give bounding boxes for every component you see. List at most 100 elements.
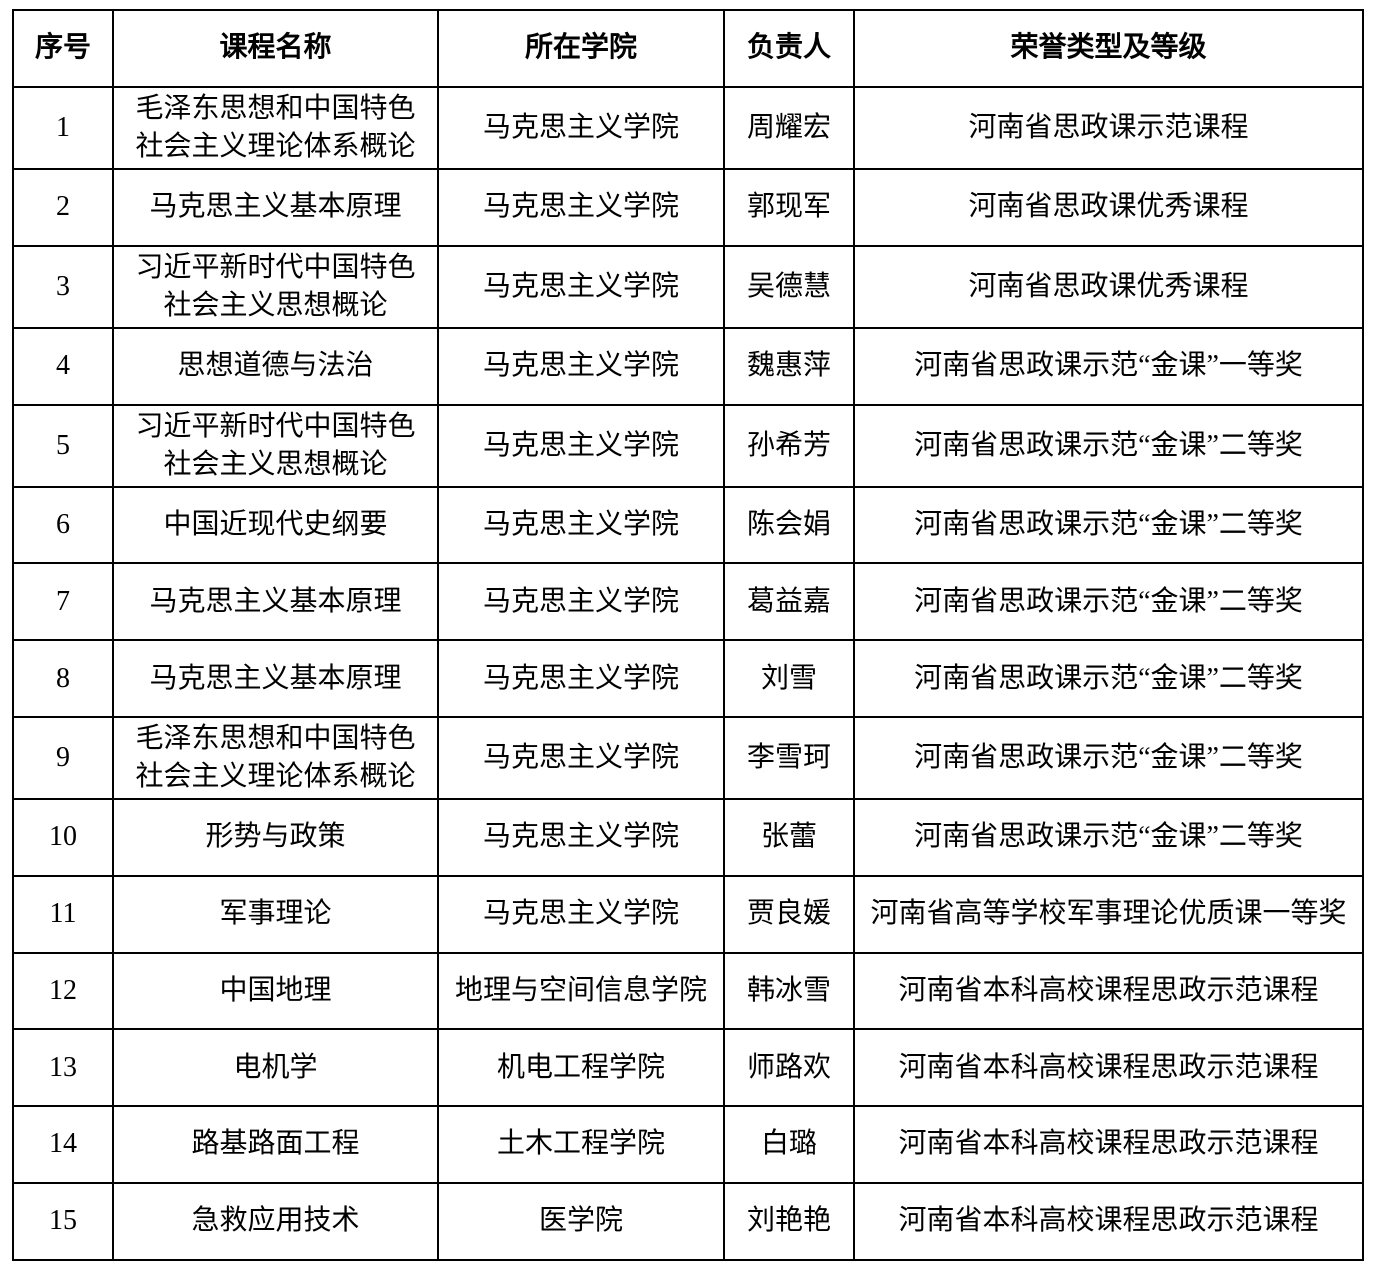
cell-leader: 白璐 [723,1105,855,1184]
cell-college: 马克思主义学院 [437,715,725,801]
cell-honor: 河南省思政课优秀课程 [853,244,1364,329]
cell-honor: 河南省思政课示范“金课”二等奖 [853,403,1364,488]
column-header-course: 课程名称 [112,9,439,88]
table-body: 1 毛泽东思想和中国特色社会主义理论体系概论 马克思主义学院 周耀宏 河南省思政课示范课… [12,85,1364,1261]
cell-college: 马克思主义学院 [437,562,725,642]
cell-college: 马克思主义学院 [437,244,725,329]
cell-index: 5 [12,403,114,488]
cell-college: 马克思主义学院 [437,639,725,718]
cell-course: 急救应用技术 [112,1181,439,1261]
cell-honor: 河南省本科高校课程思政示范课程 [853,951,1364,1031]
cell-course: 毛泽东思想和中国特色社会主义理论体系概论 [112,715,439,801]
cell-leader: 葛益嘉 [723,562,855,642]
cell-course: 思想道德与法治 [112,326,439,406]
column-header-honor: 荣誉类型及等级 [853,9,1364,88]
table-row: 12 中国地理 地理与空间信息学院 韩冰雪 河南省本科高校课程思政示范课程 [12,951,1364,1031]
table-row: 10 形势与政策 马克思主义学院 张蕾 河南省思政课示范“金课”二等奖 [12,798,1364,877]
cell-course: 形势与政策 [112,798,439,877]
cell-leader: 师路欢 [723,1028,855,1108]
cell-leader: 孙希芳 [723,403,855,488]
table-row: 1 毛泽东思想和中国特色社会主义理论体系概论 马克思主义学院 周耀宏 河南省思政课示范课… [12,85,1364,170]
cell-index: 9 [12,715,114,801]
cell-index: 12 [12,951,114,1031]
table-row: 6 中国近现代史纲要 马克思主义学院 陈会娟 河南省思政课示范“金课”二等奖 [12,485,1364,565]
cell-college: 土木工程学院 [437,1105,725,1184]
cell-honor: 河南省思政课示范“金课”二等奖 [853,715,1364,801]
cell-leader: 魏惠萍 [723,326,855,406]
cell-course: 习近平新时代中国特色社会主义思想概论 [112,403,439,488]
cell-leader: 陈会娟 [723,485,855,565]
cell-leader: 周耀宏 [723,85,855,170]
cell-honor: 河南省思政课优秀课程 [853,167,1364,247]
cell-honor: 河南省高等学校军事理论优质课一等奖 [853,874,1364,954]
honors-table: 序号 课程名称 所在学院 负责人 荣誉类型及等级 1 毛泽东思想和中国特色社会主义理论体系… [12,9,1364,1261]
cell-course: 军事理论 [112,874,439,954]
cell-honor: 河南省思政课示范“金课”二等奖 [853,639,1364,718]
honors-table-container: 序号 课程名称 所在学院 负责人 荣誉类型及等级 1 毛泽东思想和中国特色社会主义理论体系… [12,9,1364,1261]
cell-leader: 张蕾 [723,798,855,877]
table-row: 4 思想道德与法治 马克思主义学院 魏惠萍 河南省思政课示范“金课”一等奖 [12,326,1364,406]
cell-index: 10 [12,798,114,877]
table-header-row: 序号 课程名称 所在学院 负责人 荣誉类型及等级 [12,9,1364,88]
cell-index: 13 [12,1028,114,1108]
table-row: 15 急救应用技术 医学院 刘艳艳 河南省本科高校课程思政示范课程 [12,1181,1364,1261]
table-row: 14 路基路面工程 土木工程学院 白璐 河南省本科高校课程思政示范课程 [12,1105,1364,1184]
cell-honor: 河南省思政课示范课程 [853,85,1364,170]
cell-leader: 韩冰雪 [723,951,855,1031]
cell-honor: 河南省本科高校课程思政示范课程 [853,1181,1364,1261]
cell-index: 11 [12,874,114,954]
cell-honor: 河南省本科高校课程思政示范课程 [853,1028,1364,1108]
cell-college: 马克思主义学院 [437,326,725,406]
cell-leader: 刘雪 [723,639,855,718]
cell-course: 习近平新时代中国特色社会主义思想概论 [112,244,439,329]
cell-college: 马克思主义学院 [437,403,725,488]
cell-college: 马克思主义学院 [437,167,725,247]
column-header-college: 所在学院 [437,9,725,88]
table-row: 2 马克思主义基本原理 马克思主义学院 郭现军 河南省思政课优秀课程 [12,167,1364,247]
cell-course: 中国地理 [112,951,439,1031]
table-row: 5 习近平新时代中国特色社会主义思想概论 马克思主义学院 孙希芳 河南省思政课示范“金课… [12,403,1364,488]
cell-leader: 吴德慧 [723,244,855,329]
cell-course: 马克思主义基本原理 [112,167,439,247]
table-row: 3 习近平新时代中国特色社会主义思想概论 马克思主义学院 吴德慧 河南省思政课优秀课程 [12,244,1364,329]
cell-honor: 河南省思政课示范“金课”一等奖 [853,326,1364,406]
cell-honor: 河南省思政课示范“金课”二等奖 [853,562,1364,642]
table-row: 11 军事理论 马克思主义学院 贾良媛 河南省高等学校军事理论优质课一等奖 [12,874,1364,954]
cell-college: 机电工程学院 [437,1028,725,1108]
cell-index: 3 [12,244,114,329]
cell-college: 马克思主义学院 [437,874,725,954]
column-header-leader: 负责人 [723,9,855,88]
table-row: 13 电机学 机电工程学院 师路欢 河南省本科高校课程思政示范课程 [12,1028,1364,1108]
cell-index: 14 [12,1105,114,1184]
cell-honor: 河南省本科高校课程思政示范课程 [853,1105,1364,1184]
cell-index: 8 [12,639,114,718]
cell-leader: 刘艳艳 [723,1181,855,1261]
cell-college: 医学院 [437,1181,725,1261]
cell-college: 马克思主义学院 [437,798,725,877]
cell-leader: 李雪珂 [723,715,855,801]
table-row: 7 马克思主义基本原理 马克思主义学院 葛益嘉 河南省思政课示范“金课”二等奖 [12,562,1364,642]
cell-course: 毛泽东思想和中国特色社会主义理论体系概论 [112,85,439,170]
cell-honor: 河南省思政课示范“金课”二等奖 [853,485,1364,565]
cell-honor: 河南省思政课示范“金课”二等奖 [853,798,1364,877]
column-header-index: 序号 [12,9,114,88]
cell-index: 6 [12,485,114,565]
table-row: 9 毛泽东思想和中国特色社会主义理论体系概论 马克思主义学院 李雪珂 河南省思政课示范“… [12,715,1364,801]
cell-index: 1 [12,85,114,170]
table-row: 8 马克思主义基本原理 马克思主义学院 刘雪 河南省思政课示范“金课”二等奖 [12,639,1364,718]
table-header: 序号 课程名称 所在学院 负责人 荣誉类型及等级 [12,9,1364,88]
cell-index: 2 [12,167,114,247]
cell-leader: 贾良媛 [723,874,855,954]
cell-index: 7 [12,562,114,642]
cell-course: 路基路面工程 [112,1105,439,1184]
cell-course: 电机学 [112,1028,439,1108]
cell-leader: 郭现军 [723,167,855,247]
cell-course: 中国近现代史纲要 [112,485,439,565]
cell-index: 4 [12,326,114,406]
cell-course: 马克思主义基本原理 [112,639,439,718]
cell-college: 马克思主义学院 [437,85,725,170]
cell-college: 地理与空间信息学院 [437,951,725,1031]
cell-course: 马克思主义基本原理 [112,562,439,642]
cell-index: 15 [12,1181,114,1261]
cell-college: 马克思主义学院 [437,485,725,565]
